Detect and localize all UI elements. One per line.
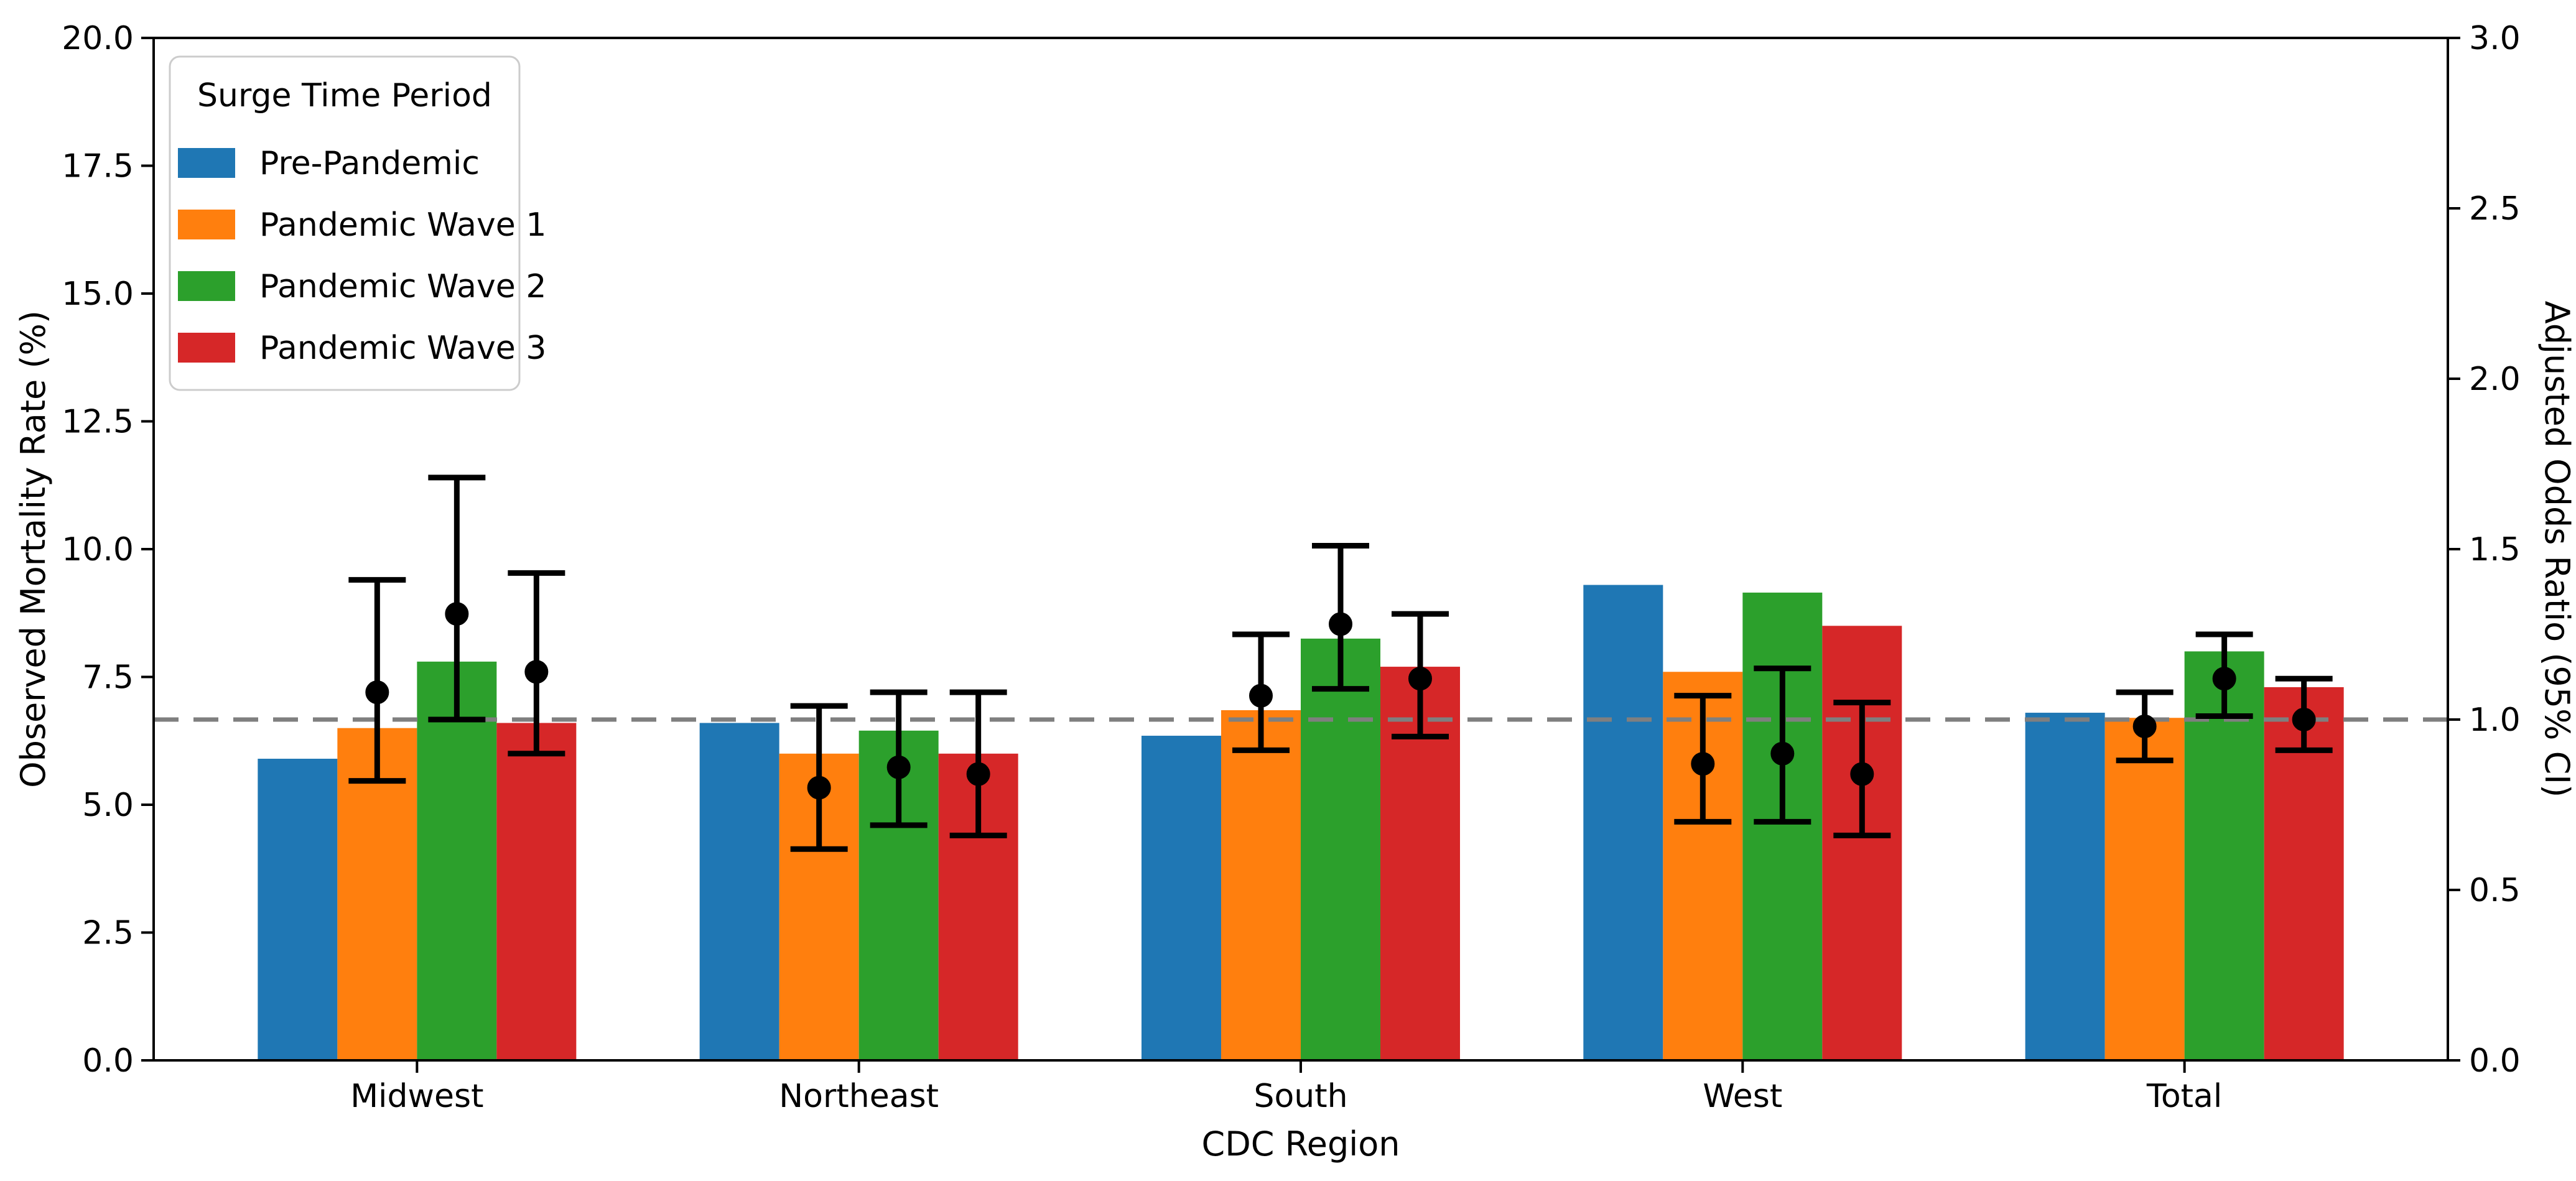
- legend-entry: Pandemic Wave 1: [178, 206, 546, 244]
- legend-entry-label: Pandemic Wave 3: [259, 330, 546, 367]
- errorbar-midwest-pandemic-wave-3: [508, 570, 565, 757]
- legend-entry: Pre-Pandemic: [178, 145, 480, 182]
- bar-midwest-pandemic-wave-2: [417, 661, 497, 1060]
- errorbar-south-pandemic-wave-1: [1232, 631, 1290, 753]
- legend-entry: Pandemic Wave 2: [178, 268, 546, 305]
- odds-ratio-dot: [1850, 762, 1874, 786]
- y-right-tick-label: 0.0: [2469, 1042, 2521, 1080]
- y-left-tick-label: 5.0: [82, 787, 134, 824]
- errorbar-total-pandemic-wave-1: [2116, 689, 2174, 764]
- odds-ratio-dot: [524, 660, 549, 684]
- odds-ratio-dot: [445, 602, 469, 626]
- errorbar-south-pandemic-wave-2: [1312, 543, 1369, 692]
- y-left-tick-label: 17.5: [62, 148, 134, 185]
- odds-ratio-dot: [2212, 667, 2236, 691]
- legend-swatch: [178, 210, 235, 239]
- odds-ratio-dot: [1691, 752, 1715, 776]
- errorbar-northeast-pandemic-wave-2: [870, 689, 928, 828]
- odds-ratio-dot: [1329, 612, 1352, 636]
- legend-entry-label: Pandemic Wave 2: [259, 268, 546, 305]
- errorbar-total-pandemic-wave-2: [2195, 631, 2253, 720]
- y-left-tick-label: 20.0: [62, 20, 134, 57]
- bar-west-pre-pandemic: [1583, 585, 1663, 1060]
- odds-ratio-dot: [2132, 714, 2157, 738]
- y-left-tick-label: 7.5: [82, 659, 134, 697]
- errorbar-south-pandemic-wave-3: [1392, 611, 1449, 739]
- odds-ratio-dot: [966, 762, 990, 786]
- y-right-tick-label: 1.0: [2469, 702, 2521, 739]
- errorbar-total-pandemic-wave-3: [2275, 675, 2333, 753]
- odds-ratio-dot: [2292, 708, 2316, 731]
- odds-ratio-dot: [1249, 683, 1273, 708]
- bar-west-pandemic-wave-3: [1822, 626, 1902, 1060]
- errorbar-northeast-pandemic-wave-1: [790, 703, 848, 852]
- y-right-tick-label: 0.5: [2469, 872, 2521, 909]
- x-tick-label: Northeast: [779, 1078, 939, 1115]
- bar-midwest-pandemic-wave-3: [496, 723, 577, 1060]
- errorbar-west-pandemic-wave-2: [1754, 665, 1811, 825]
- odds-ratio-dot: [1408, 667, 1432, 691]
- errorbar-west-pandemic-wave-3: [1833, 700, 1891, 838]
- legend-entry: Pandemic Wave 3: [178, 330, 546, 367]
- legend-entry-label: Pre-Pandemic: [259, 145, 480, 182]
- y-left-tick-label: 15.0: [62, 276, 134, 313]
- y-left-tick-label: 0.0: [82, 1042, 134, 1080]
- y-right-tick-label: 2.0: [2469, 361, 2521, 398]
- x-tick-label: West: [1703, 1078, 1782, 1115]
- errorbar-northeast-pandemic-wave-3: [949, 689, 1007, 838]
- errorbar-midwest-pandemic-wave-1: [348, 577, 406, 784]
- legend-entry-label: Pandemic Wave 1: [259, 206, 546, 244]
- x-tick-label: Total: [2146, 1078, 2222, 1115]
- bar-total-pre-pandemic: [2025, 713, 2105, 1060]
- errorbars-layer: [348, 475, 2333, 852]
- legend-box: [169, 55, 521, 391]
- bars-layer: [258, 585, 2344, 1060]
- errorbar-west-pandemic-wave-1: [1674, 693, 1732, 825]
- bar-south-pre-pandemic: [1142, 736, 1221, 1060]
- x-tick-label: South: [1253, 1078, 1347, 1115]
- odds-ratio-dot: [1770, 741, 1795, 766]
- y-left-axis-title: Observed Mortality Rate (%): [14, 310, 53, 788]
- y-right-tick-label: 2.5: [2469, 190, 2521, 228]
- bar-total-pandemic-wave-1: [2104, 718, 2185, 1060]
- bar-south-pandemic-wave-2: [1301, 638, 1380, 1060]
- x-tick-label: Midwest: [350, 1078, 483, 1115]
- y-right-tick-label: 1.5: [2469, 531, 2521, 568]
- odds-ratio-dot: [365, 680, 389, 705]
- y-left-tick-label: 2.5: [82, 915, 134, 952]
- legend: Surge Time Period Pre-Pandemic Pandemic Wa…: [169, 55, 546, 391]
- bar-south-pandemic-wave-1: [1221, 710, 1301, 1060]
- axes-layer: 0.0 2.5 5.0 7.5 10.0 12.5 15.0 17.5 20.0 0.0 0.5 1.…: [14, 20, 2576, 1164]
- odds-ratio-dot: [886, 755, 911, 779]
- bar-northeast-pre-pandemic: [699, 723, 779, 1060]
- errorbar-midwest-pandemic-wave-2: [428, 475, 486, 723]
- x-axis-title: CDC Region: [1201, 1124, 1400, 1164]
- legend-swatch: [178, 148, 235, 178]
- bar-midwest-pre-pandemic: [258, 759, 338, 1060]
- odds-ratio-dot: [807, 776, 831, 800]
- legend-swatch: [178, 333, 235, 363]
- y-right-axis-title: Adjusted Odds Ratio (95% CI): [2537, 301, 2576, 798]
- legend-swatch: [178, 271, 235, 301]
- legend-title: Surge Time Period: [197, 77, 492, 114]
- bar-west-pandemic-wave-2: [1742, 592, 1823, 1060]
- y-left-tick-label: 10.0: [62, 531, 134, 568]
- y-left-tick-label: 12.5: [62, 404, 134, 441]
- y-right-tick-label: 3.0: [2469, 20, 2521, 57]
